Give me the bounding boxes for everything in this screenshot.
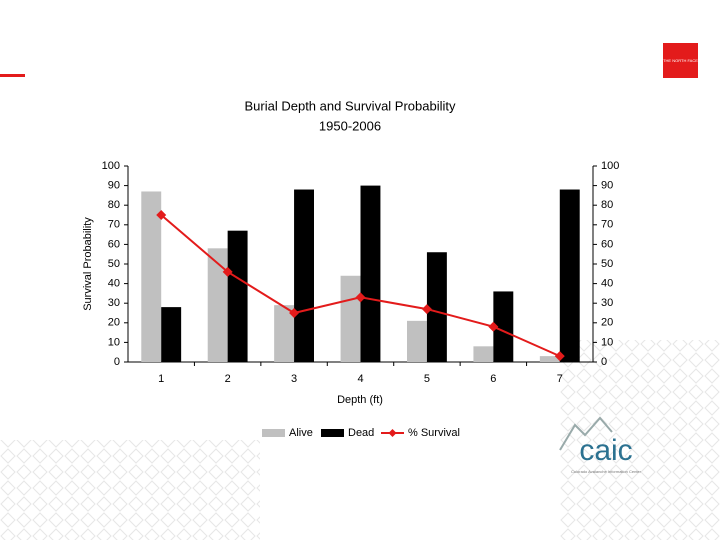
bar — [340, 275, 361, 362]
x-tick-label: 4 — [357, 373, 363, 385]
y2-tick-label: 50 — [601, 258, 613, 270]
y2-tick-label: 60 — [601, 238, 613, 250]
y-tick-label: 80 — [108, 199, 120, 211]
line-marker — [355, 292, 366, 303]
legend-swatch — [388, 429, 397, 437]
legend-label: % Survival — [408, 427, 460, 439]
bar — [407, 320, 427, 362]
y-tick-label: 30 — [108, 297, 120, 309]
y2-tick-label: 30 — [601, 297, 613, 309]
y-tick-label: 70 — [108, 219, 120, 231]
legend-label: Alive — [289, 427, 313, 439]
line-marker — [222, 266, 233, 277]
y2-tick-label: 40 — [601, 278, 613, 290]
y2-tick-label: 10 — [601, 336, 613, 348]
y2-tick-label: 90 — [601, 180, 613, 192]
chart-title: Burial Depth and Survival Probability — [245, 98, 456, 113]
y2-tick-label: 80 — [601, 199, 613, 211]
bar — [161, 307, 182, 362]
x-tick-label: 3 — [291, 373, 297, 385]
bar — [294, 189, 314, 362]
background-pattern — [560, 340, 720, 540]
y-tick-label: 20 — [108, 317, 120, 329]
line-marker — [488, 321, 499, 332]
bar — [473, 346, 494, 362]
brand-logo — [663, 43, 698, 78]
x-tick-label: 2 — [225, 373, 231, 385]
y-tick-label: 0 — [114, 356, 120, 368]
y2-tick-label: 70 — [601, 219, 613, 231]
legend-label: Dead — [348, 427, 374, 439]
bar — [426, 252, 447, 362]
line-marker — [554, 351, 565, 362]
y-tick-label: 60 — [108, 238, 120, 250]
y2-tick-label: 100 — [601, 160, 619, 172]
y-tick-label: 40 — [108, 278, 120, 290]
y-tick-label: 90 — [108, 180, 120, 192]
bar — [227, 230, 248, 362]
y-axis-label: Survival Probability — [82, 217, 94, 311]
y-tick-label: 50 — [108, 258, 120, 270]
y-tick-label: 10 — [108, 336, 120, 348]
legend-swatch — [262, 429, 285, 437]
x-tick-label: 6 — [490, 373, 496, 385]
brand-text: THE NORTH FACE — [663, 58, 698, 63]
bar — [559, 189, 580, 362]
bar — [539, 356, 560, 362]
caic-logo: caic — [579, 434, 632, 467]
y2-tick-label: 20 — [601, 317, 613, 329]
line-marker — [156, 210, 167, 220]
caic-mountain — [559, 416, 613, 451]
bar — [360, 185, 381, 362]
y2-tick-label: 0 — [601, 356, 607, 368]
bar — [493, 291, 514, 362]
x-tick-label: 7 — [557, 373, 563, 385]
line-marker — [421, 304, 432, 315]
accent-bar — [0, 74, 25, 77]
line-marker — [289, 308, 300, 318]
x-axis-label: Depth (ft) — [337, 394, 383, 406]
y-tick-label: 100 — [102, 160, 120, 172]
chart-subtitle: 1950-2006 — [319, 118, 381, 133]
legend-swatch — [321, 429, 344, 437]
x-tick-label: 1 — [158, 373, 164, 385]
bar — [207, 248, 228, 362]
bar — [274, 305, 295, 362]
bar — [141, 191, 162, 362]
caic-name: Colorado Avalanche Information Center — [571, 469, 642, 474]
background-pattern — [0, 440, 260, 540]
x-tick-label: 5 — [424, 373, 430, 385]
